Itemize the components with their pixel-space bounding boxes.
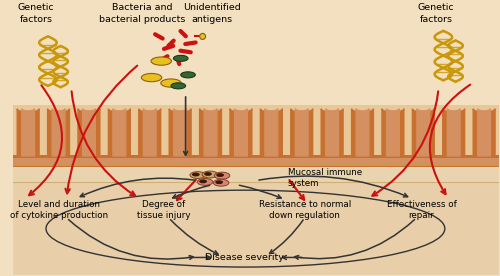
Text: Genetic
factors: Genetic factors (418, 3, 455, 23)
Text: Effectiveness of
repair: Effectiveness of repair (386, 200, 456, 220)
Polygon shape (321, 109, 343, 155)
Ellipse shape (200, 33, 205, 39)
Text: Resistance to normal
down regulation: Resistance to normal down regulation (258, 200, 351, 220)
Ellipse shape (151, 57, 172, 65)
Ellipse shape (142, 73, 162, 82)
Bar (13, 1, 500, 105)
Polygon shape (174, 109, 186, 156)
Polygon shape (260, 109, 282, 155)
Polygon shape (412, 109, 434, 155)
Ellipse shape (216, 173, 224, 177)
Text: Degree of
tissue injury: Degree of tissue injury (137, 200, 190, 220)
Polygon shape (230, 109, 252, 155)
Polygon shape (169, 109, 191, 155)
Polygon shape (108, 109, 130, 155)
Polygon shape (234, 109, 248, 156)
Text: Disease severity: Disease severity (204, 253, 284, 262)
Polygon shape (82, 109, 96, 156)
Text: Genetic
factors: Genetic factors (18, 3, 55, 23)
Polygon shape (204, 109, 217, 156)
Polygon shape (78, 109, 100, 155)
Polygon shape (417, 109, 430, 156)
Text: Mucosal immune
system: Mucosal immune system (288, 168, 362, 188)
Text: Unidentified
antigens: Unidentified antigens (184, 3, 241, 23)
Polygon shape (473, 109, 495, 155)
Polygon shape (291, 109, 312, 155)
Ellipse shape (199, 179, 207, 183)
Ellipse shape (174, 55, 188, 61)
Polygon shape (296, 109, 308, 156)
Ellipse shape (171, 83, 186, 89)
Ellipse shape (161, 79, 181, 87)
Ellipse shape (214, 179, 229, 186)
Polygon shape (113, 109, 126, 156)
Bar (13, 158, 500, 164)
Ellipse shape (198, 179, 213, 185)
Polygon shape (443, 109, 464, 155)
Bar (13, 105, 500, 165)
Polygon shape (48, 109, 70, 155)
Polygon shape (386, 109, 400, 156)
Ellipse shape (180, 72, 196, 78)
Bar (13, 182, 500, 275)
Polygon shape (139, 109, 160, 155)
Polygon shape (356, 109, 369, 156)
Text: Bacteria and
bacterial products: Bacteria and bacterial products (98, 3, 185, 23)
Ellipse shape (192, 172, 200, 176)
Polygon shape (326, 109, 338, 156)
Ellipse shape (214, 172, 230, 179)
Polygon shape (22, 109, 34, 156)
Text: Level and duration
of cytokine production: Level and duration of cytokine productio… (10, 200, 108, 220)
Polygon shape (52, 109, 65, 156)
Ellipse shape (216, 180, 223, 184)
Ellipse shape (204, 172, 212, 176)
Bar (13, 155, 500, 167)
Polygon shape (144, 109, 156, 156)
Polygon shape (200, 109, 222, 155)
Polygon shape (382, 109, 404, 155)
Polygon shape (478, 109, 490, 156)
Ellipse shape (190, 172, 206, 179)
Polygon shape (17, 109, 39, 155)
Bar (13, 165, 500, 182)
Polygon shape (352, 109, 374, 155)
Polygon shape (265, 109, 278, 156)
Polygon shape (448, 109, 460, 156)
Ellipse shape (202, 171, 218, 178)
